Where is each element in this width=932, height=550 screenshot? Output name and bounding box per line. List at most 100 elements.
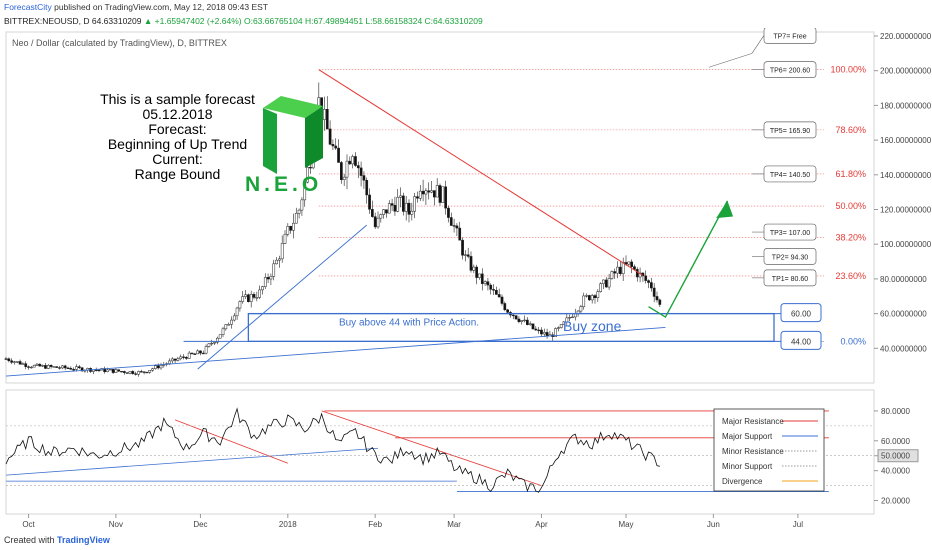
y-tick-label: 120.00000000 bbox=[880, 206, 932, 215]
candle bbox=[599, 283, 602, 292]
forecast-line: 05.12.2018 bbox=[142, 106, 213, 122]
candle bbox=[421, 190, 425, 195]
candle bbox=[35, 363, 39, 366]
tp-label: TP5= 165.90 bbox=[770, 128, 810, 135]
osc-y-tick-label: 50.0000 bbox=[881, 452, 910, 461]
candle bbox=[424, 190, 428, 195]
candle bbox=[520, 320, 524, 322]
candle bbox=[441, 186, 445, 203]
candle bbox=[69, 368, 73, 370]
osc-rising-support bbox=[5, 447, 379, 476]
candle bbox=[385, 209, 388, 214]
candle bbox=[137, 371, 140, 375]
candle bbox=[241, 296, 245, 302]
candle bbox=[27, 366, 30, 368]
candle bbox=[526, 319, 529, 325]
x-tick-label: Feb bbox=[368, 520, 382, 529]
candle bbox=[154, 365, 157, 369]
y-tick-label: 220.00000000 bbox=[880, 32, 932, 41]
candle bbox=[331, 144, 335, 147]
candle bbox=[61, 365, 64, 369]
candle bbox=[644, 275, 648, 281]
fib-level-label: 23.60% bbox=[835, 271, 866, 281]
candle bbox=[486, 281, 490, 286]
candle bbox=[210, 342, 214, 345]
candle bbox=[514, 315, 518, 320]
osc-value-box bbox=[877, 449, 919, 463]
candle bbox=[283, 233, 287, 244]
candle bbox=[190, 352, 194, 355]
candle bbox=[607, 278, 611, 288]
candle bbox=[464, 254, 467, 256]
candle bbox=[396, 197, 400, 212]
candle bbox=[325, 109, 329, 130]
candle bbox=[173, 358, 177, 361]
candle bbox=[449, 217, 453, 226]
candle bbox=[351, 156, 354, 165]
candle bbox=[534, 328, 538, 331]
publish-bar: ForecastCity published on TradingView.co… bbox=[0, 0, 932, 14]
candle bbox=[275, 259, 278, 265]
candle bbox=[416, 196, 419, 199]
candle bbox=[213, 341, 216, 344]
neo-logo-left bbox=[263, 108, 277, 174]
candle bbox=[531, 323, 535, 330]
brand-link[interactable]: ForecastCity bbox=[4, 2, 52, 12]
candle bbox=[106, 369, 109, 373]
buy-zone-annotation: Buy zone bbox=[563, 318, 622, 334]
candle bbox=[204, 346, 208, 354]
y-tick-label: 40.00000000 bbox=[880, 344, 927, 353]
candle bbox=[354, 156, 357, 166]
x-tick-label: Nov bbox=[109, 520, 123, 529]
candle bbox=[199, 350, 202, 354]
buy-zone-box bbox=[247, 312, 775, 343]
candle bbox=[145, 371, 149, 374]
candle bbox=[10, 360, 13, 363]
candle bbox=[565, 317, 569, 323]
candle bbox=[379, 214, 383, 219]
candle bbox=[433, 190, 436, 198]
fib-level-label: 100.00% bbox=[830, 65, 866, 75]
candle bbox=[447, 207, 450, 218]
candle bbox=[176, 358, 180, 361]
candle bbox=[402, 195, 405, 212]
candle bbox=[32, 365, 36, 368]
candle bbox=[131, 371, 135, 374]
y-tick-label: 80.00000000 bbox=[880, 275, 927, 284]
candle bbox=[117, 369, 121, 372]
tp-label: TP1= 80.60 bbox=[772, 276, 808, 283]
fib-level-label: 0.00% bbox=[840, 336, 866, 346]
candle bbox=[156, 365, 160, 369]
candle bbox=[390, 203, 394, 206]
candle bbox=[554, 328, 557, 337]
candle bbox=[269, 276, 273, 280]
candle bbox=[430, 190, 433, 193]
candle bbox=[280, 243, 284, 260]
candle bbox=[616, 266, 619, 274]
candle bbox=[77, 366, 81, 368]
candle bbox=[323, 109, 326, 120]
candle bbox=[545, 332, 549, 337]
y-tick-label: 160.00000000 bbox=[880, 136, 932, 145]
osc-divergence-2 bbox=[321, 410, 542, 486]
candle bbox=[66, 367, 70, 369]
candle bbox=[272, 263, 276, 277]
tp-leader bbox=[751, 35, 765, 54]
last-price: 64.63310209 bbox=[91, 16, 142, 26]
candle bbox=[97, 369, 101, 372]
candle bbox=[655, 296, 659, 301]
candle bbox=[579, 306, 583, 312]
candle bbox=[562, 321, 566, 325]
tp-label: TP6= 200.60 bbox=[770, 68, 810, 75]
candle bbox=[278, 258, 281, 261]
candle bbox=[435, 185, 439, 198]
x-tick-label: Apr bbox=[535, 520, 548, 529]
candle bbox=[399, 195, 402, 198]
candle bbox=[255, 297, 259, 299]
candle bbox=[492, 289, 495, 291]
candle bbox=[568, 317, 571, 319]
candle bbox=[182, 356, 185, 358]
candle bbox=[289, 226, 292, 231]
footer: Created with TradingView bbox=[4, 535, 110, 545]
chart-canvas[interactable]: 40.00000000 60.00000000 80.00000000 100.000… bbox=[0, 28, 932, 530]
